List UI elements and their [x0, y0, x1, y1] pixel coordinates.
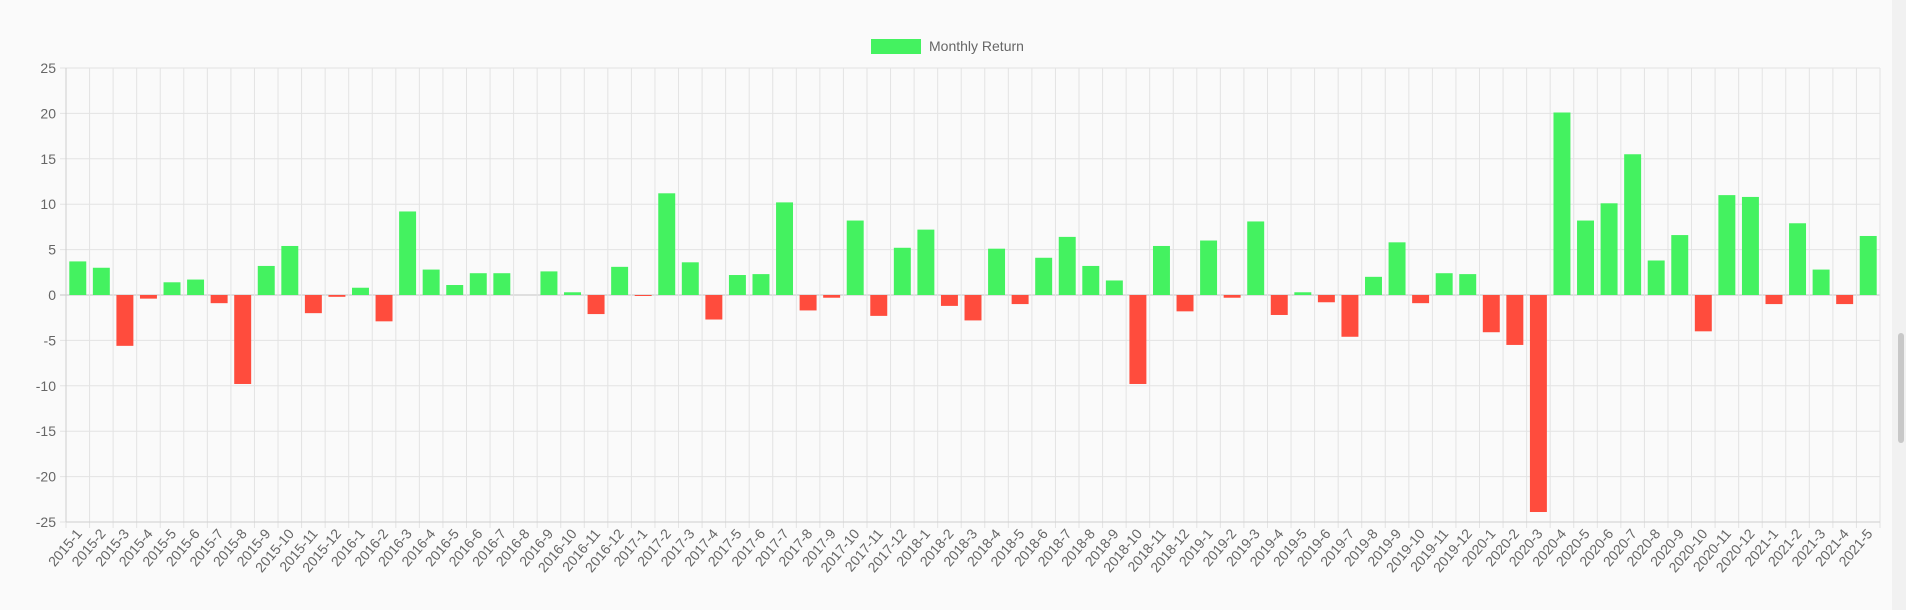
bar — [1200, 240, 1218, 295]
bar — [776, 202, 794, 295]
legend-swatch — [871, 38, 921, 54]
scrollbar-thumb[interactable] — [1898, 333, 1904, 443]
bar — [1718, 195, 1736, 295]
bar — [187, 279, 205, 295]
bar — [328, 295, 346, 297]
bar — [917, 229, 935, 295]
bar — [1741, 196, 1759, 295]
bar — [728, 275, 746, 295]
y-tick-label: 25 — [40, 60, 56, 76]
bar — [375, 295, 393, 322]
bar — [304, 295, 322, 314]
y-tick-label: 5 — [48, 242, 56, 258]
bar — [1812, 269, 1830, 295]
bar — [940, 295, 958, 306]
bar — [1105, 280, 1123, 295]
bar — [540, 271, 558, 295]
bar — [163, 282, 181, 295]
bar — [1317, 295, 1335, 303]
bar — [1482, 295, 1500, 333]
bar — [1459, 274, 1477, 295]
bar — [1506, 295, 1524, 345]
bar — [893, 247, 911, 295]
bar — [1152, 245, 1170, 295]
bar — [69, 261, 87, 295]
bar — [1789, 223, 1807, 295]
bar — [92, 267, 110, 295]
bar — [1082, 265, 1100, 295]
bar — [1223, 295, 1241, 298]
bar — [281, 245, 299, 295]
bar — [705, 295, 723, 320]
bar — [210, 295, 228, 304]
bar — [1765, 295, 1783, 305]
bar — [823, 295, 841, 298]
y-tick-label: 20 — [40, 105, 56, 121]
chart-legend[interactable]: Monthly Return — [871, 38, 1024, 54]
bar — [1058, 236, 1076, 295]
bar — [1647, 260, 1665, 295]
bar — [587, 295, 605, 315]
bar — [634, 295, 652, 296]
bar — [1388, 242, 1406, 295]
bar — [351, 287, 369, 295]
bar — [1176, 295, 1194, 312]
bar — [493, 273, 511, 295]
bar — [1435, 273, 1453, 295]
legend-label: Monthly Return — [929, 38, 1024, 54]
bar — [799, 295, 817, 311]
bar — [1694, 295, 1712, 332]
bar — [234, 295, 252, 384]
bar — [469, 273, 487, 295]
bar — [1270, 295, 1288, 315]
bar — [846, 220, 864, 295]
y-tick-label: -15 — [36, 423, 56, 439]
bar — [399, 211, 417, 295]
bar — [1129, 295, 1147, 384]
bar — [1035, 257, 1053, 295]
bar — [752, 274, 770, 295]
bar — [658, 193, 676, 295]
bar — [1365, 276, 1382, 295]
bar — [422, 269, 440, 295]
bar — [1600, 203, 1618, 295]
bar — [1859, 235, 1877, 295]
bar — [257, 265, 275, 295]
y-tick-label: 0 — [48, 287, 56, 303]
bar — [1341, 295, 1359, 337]
bar — [870, 295, 888, 316]
bar — [139, 295, 157, 299]
bar — [116, 295, 134, 346]
scrollbar[interactable] — [1892, 0, 1906, 610]
bar — [681, 262, 699, 295]
bar — [1836, 295, 1854, 305]
bar — [1294, 292, 1312, 295]
y-tick-label: -20 — [36, 469, 56, 485]
bar — [1577, 220, 1595, 295]
bar — [446, 285, 464, 295]
bar — [1671, 235, 1689, 295]
bar — [1247, 221, 1265, 295]
bar — [988, 248, 1006, 295]
bar — [1553, 112, 1571, 295]
y-tick-label: -5 — [44, 332, 57, 348]
y-tick-label: -25 — [36, 514, 56, 530]
y-tick-label: 10 — [40, 196, 56, 212]
bar — [564, 292, 581, 295]
y-tick-label: -10 — [36, 378, 56, 394]
bar — [1412, 295, 1430, 304]
bar — [1529, 295, 1547, 513]
y-tick-label: 15 — [40, 151, 56, 167]
bar — [964, 295, 982, 321]
bar — [1624, 154, 1642, 295]
bar — [611, 266, 629, 295]
bar — [1011, 295, 1029, 305]
